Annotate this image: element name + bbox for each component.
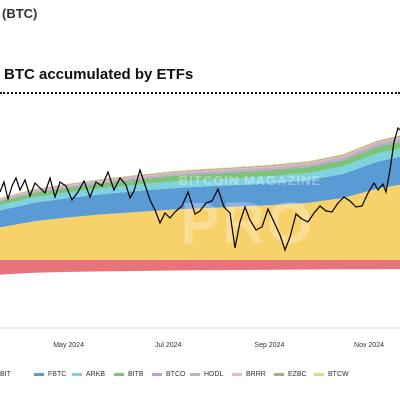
legend-label: ARKB [86, 371, 106, 378]
watermark-line1: BITCOIN MAGAZINE [179, 173, 321, 188]
stacked-areas [0, 135, 400, 275]
chart-title: BTC accumulated by ETFs [4, 66, 194, 83]
chart-legend: BIT FBTC ARKB BITB BTCO HODL BRRR EZBC BTCW [0, 368, 400, 382]
legend-label: BTCW [328, 371, 349, 378]
legend-label: FBTC [48, 371, 67, 378]
ticker-label: (BTC) [2, 6, 38, 21]
x-axis: May 2024 Jul 2024 Sep 2024 Nov 2024 [0, 327, 400, 349]
legend-label: EZBC [288, 371, 307, 378]
watermark: BITCOIN MAGAZINE PRO [179, 173, 321, 256]
x-tick-label: Nov 2024 [354, 342, 384, 349]
legend-swatch [72, 372, 82, 376]
watermark-line2: PRO [181, 191, 316, 256]
legend-label: BITB [128, 371, 144, 378]
legend-item-fbtc[interactable]: FBTC [34, 371, 66, 378]
legend-label: BTCO [166, 371, 186, 378]
legend-item-bitb[interactable]: BITB [114, 371, 144, 378]
legend-item-bit[interactable]: BIT [0, 371, 11, 378]
x-tick-label: Sep 2024 [254, 342, 284, 349]
legend-item-btco[interactable]: BTCO [152, 371, 185, 378]
x-tick-label: Jul 2024 [155, 342, 182, 349]
legend-swatch [152, 372, 162, 376]
legend-item-btcw[interactable]: BTCW [314, 371, 349, 378]
legend-swatch [314, 372, 324, 376]
legend-item-ezbc[interactable]: EZBC [274, 371, 307, 378]
price-line [0, 126, 400, 252]
legend-item-hodl[interactable]: HODL [190, 371, 223, 378]
legend-swatch [114, 372, 124, 376]
legend-swatch [274, 372, 284, 376]
area-fbtc [0, 156, 400, 228]
legend-swatch [232, 372, 242, 376]
etf-holdings-chart: BITCOIN MAGAZINE PRO May 2024 Jul 2024 Sep… [0, 126, 400, 349]
legend-item-brrr[interactable]: BRRR [232, 371, 266, 378]
title-divider [0, 92, 400, 94]
legend-label: BRRR [246, 371, 266, 378]
legend-label: HODL [204, 371, 224, 378]
area-ibit [0, 184, 400, 260]
area-gbtc [0, 260, 400, 275]
legend-item-arkb[interactable]: ARKB [72, 371, 105, 378]
legend-swatch [190, 372, 200, 376]
btc-price-line [0, 126, 400, 252]
legend-swatch [34, 372, 44, 376]
x-tick-label: May 2024 [53, 342, 84, 349]
legend-label: BIT [0, 371, 11, 378]
